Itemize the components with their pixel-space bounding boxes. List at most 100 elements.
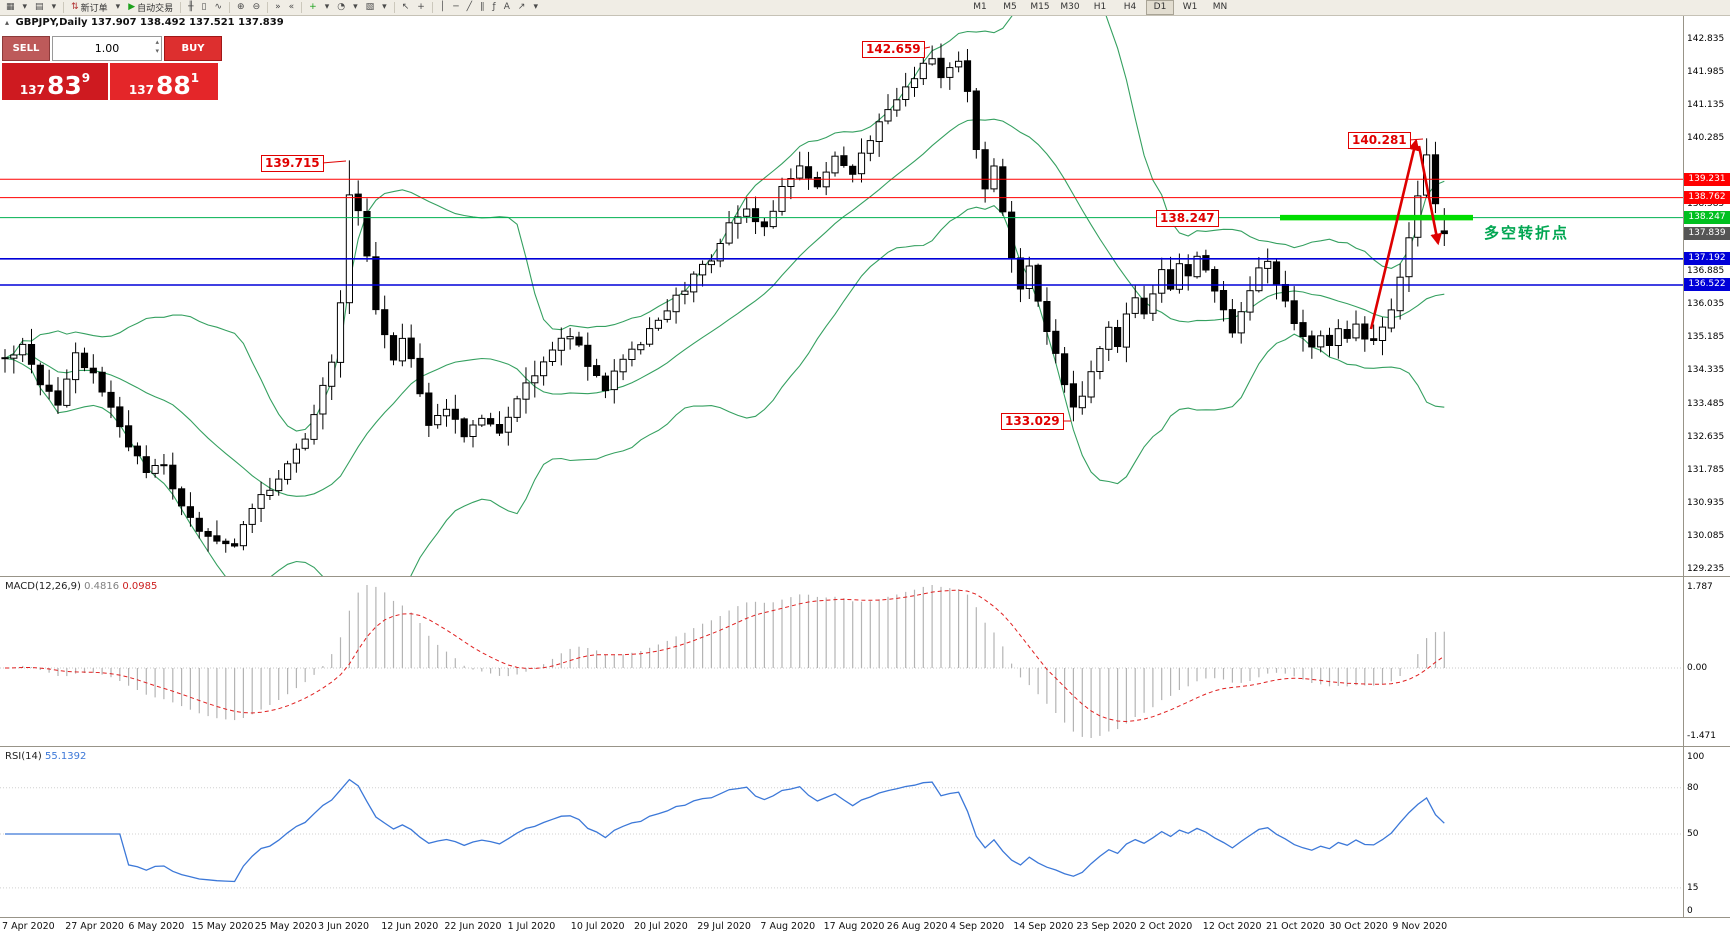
toolbar-periods-button[interactable]: ◔ bbox=[334, 1, 348, 14]
toolbar-chart-shift-button[interactable]: « bbox=[286, 1, 298, 14]
date-label-18: 2 Oct 2020 bbox=[1139, 921, 1193, 932]
toolbar-profiles-button[interactable]: ▤ bbox=[32, 1, 47, 14]
timeframe-button-m15[interactable]: M15 bbox=[1030, 2, 1050, 12]
rsi-panel-divider[interactable] bbox=[0, 746, 1730, 747]
price-axis-label-130.085: 130.085 bbox=[1687, 531, 1725, 542]
rsi-axis-label-0: 0 bbox=[1687, 906, 1693, 916]
toolbar-candlestick-chart-button[interactable]: ▯ bbox=[199, 1, 210, 14]
price-annotation-139.715[interactable]: 139.715 bbox=[261, 155, 324, 172]
fibonacci-icon: ƒ bbox=[492, 2, 496, 12]
templates-icon: ▧ bbox=[365, 2, 375, 12]
macd-indicator-label: MACD(12,26,9) 0.4816 0.0985 bbox=[5, 581, 157, 592]
price-axis-label-134.335: 134.335 bbox=[1687, 365, 1725, 376]
timeframe-button-m1[interactable]: M1 bbox=[973, 2, 987, 12]
indicators-chevron-icon: ▾ bbox=[324, 2, 330, 12]
toolbar-zoom-out-button[interactable]: ⊖ bbox=[250, 1, 264, 14]
autotrading-icon: ▶ bbox=[128, 2, 136, 12]
price-annotation-133.029[interactable]: 133.029 bbox=[1001, 413, 1064, 430]
timeframe-button-d1[interactable]: D1 bbox=[1146, 0, 1174, 15]
volume-spinner[interactable]: ▴ ▾ bbox=[155, 38, 159, 56]
bollinger-upper bbox=[4, 15, 1445, 432]
volume-down-icon[interactable]: ▾ bbox=[155, 47, 159, 55]
price-axis-label-130.935: 130.935 bbox=[1687, 498, 1725, 509]
date-label-1: 27 Apr 2020 bbox=[65, 921, 124, 932]
ask-main: 88 bbox=[155, 71, 191, 100]
toolbar-profiles-dropdown[interactable]: ▾ bbox=[49, 1, 60, 14]
volume-up-icon[interactable]: ▴ bbox=[155, 38, 159, 46]
price-tag-138.762: 138.762 bbox=[1684, 191, 1730, 205]
ask-price-box[interactable]: 137 88 1 bbox=[110, 63, 218, 100]
macd-panel-divider[interactable] bbox=[0, 576, 1730, 577]
price-axis-label-131.785: 131.785 bbox=[1687, 464, 1725, 475]
candlestick-chart-icon: ▯ bbox=[201, 2, 207, 12]
toolbar-indicators-button[interactable]: + bbox=[306, 1, 320, 14]
toolbar-auto-scroll-button[interactable]: » bbox=[272, 1, 284, 14]
rally-arrow[interactable] bbox=[1369, 138, 1420, 330]
toolbar-button-group: ▦ ▾ ▤ ▾ ⇅ 新订单 ▾ ▶ 自动交易 ╫ ▯ ∿ ⊕ ⊖ » « + ▾ ◔ ▾ ▧ ▾ ↖ + │ ─ ╱ ∥ ƒ A ↗ ▾ bbox=[0, 0, 542, 15]
one-click-collapse-icon[interactable]: ▴ bbox=[5, 18, 10, 27]
cursor-icon: ↖ bbox=[401, 2, 410, 12]
toolbar-text-button[interactable]: A bbox=[501, 1, 513, 14]
date-label-9: 10 Jul 2020 bbox=[570, 921, 625, 932]
toolbar-separator bbox=[301, 2, 303, 13]
toolbar-indicators-dropdown[interactable]: ▾ bbox=[322, 1, 333, 14]
toolbar-horizontal-line-button[interactable]: ─ bbox=[450, 1, 461, 14]
symbol-period-label: GBPJPY,Daily bbox=[15, 17, 88, 28]
toolbar-new-chart-dropdown[interactable]: ▾ bbox=[20, 1, 31, 14]
price-axis-label-141.985: 141.985 bbox=[1687, 66, 1725, 77]
date-label-20: 21 Oct 2020 bbox=[1266, 921, 1325, 932]
toolbar-separator bbox=[267, 2, 269, 13]
timeframe-button-w1[interactable]: W1 bbox=[1182, 2, 1198, 12]
toolbar-cursor-button[interactable]: ↖ bbox=[399, 1, 413, 14]
toolbar-templates-button[interactable]: ▧ bbox=[363, 1, 378, 14]
toolbar-fibonacci-button[interactable]: ƒ bbox=[490, 1, 499, 14]
rsi-indicator-label: RSI(14) 55.1392 bbox=[5, 751, 86, 762]
price-tag-139.231: 139.231 bbox=[1684, 172, 1730, 186]
toolbar-arrows-button[interactable]: ↗ bbox=[515, 1, 529, 14]
toolbar-new-order-button[interactable]: ⇅ 新订单 bbox=[68, 1, 111, 14]
sell-button[interactable]: SELL bbox=[2, 36, 50, 61]
periods-icon: ◔ bbox=[337, 2, 346, 12]
drop-arrow[interactable] bbox=[1417, 145, 1442, 246]
buy-button[interactable]: BUY bbox=[164, 36, 222, 61]
price-axis-label-136.035: 136.035 bbox=[1687, 299, 1725, 309]
date-label-10: 20 Jul 2020 bbox=[634, 921, 688, 932]
toolbar-new-order-dropdown[interactable]: ▾ bbox=[113, 1, 124, 14]
timeframe-button-m30[interactable]: M30 bbox=[1060, 2, 1080, 12]
price-annotation-140.281[interactable]: 140.281 bbox=[1348, 132, 1411, 149]
price-annotation-142.659[interactable]: 142.659 bbox=[862, 41, 925, 58]
date-label-22: 9 Nov 2020 bbox=[1392, 921, 1448, 932]
periods-chevron-icon: ▾ bbox=[353, 2, 358, 12]
bull-bear-turning-point-label[interactable]: 多空转折点 bbox=[1484, 224, 1570, 242]
bid-price-box[interactable]: 137 83 9 bbox=[2, 63, 108, 100]
toolbar-separator bbox=[393, 2, 395, 13]
trend-arrows[interactable] bbox=[1369, 138, 1442, 330]
macd-name: MACD(12,26,9) bbox=[5, 581, 81, 592]
price-annotation-138.247[interactable]: 138.247 bbox=[1156, 210, 1219, 227]
volume-field[interactable]: 1.00 ▴ ▾ bbox=[52, 36, 162, 61]
ask-prefix: 137 bbox=[128, 83, 154, 97]
timeframe-button-m5[interactable]: M5 bbox=[1003, 2, 1017, 12]
timeframe-button-h4[interactable]: H4 bbox=[1123, 2, 1137, 12]
autotrading-button-label: 自动交易 bbox=[137, 4, 174, 14]
toolbar-crosshair-button[interactable]: + bbox=[414, 1, 428, 14]
toolbar-channel-button[interactable]: ∥ bbox=[477, 1, 488, 14]
toolbar-new-chart-button[interactable]: ▦ bbox=[3, 1, 18, 14]
horizontal-level-lines[interactable] bbox=[0, 178, 1683, 286]
toolbar-zoom-in-button[interactable]: ⊕ bbox=[234, 1, 248, 14]
toolbar-line-chart-button[interactable]: ∿ bbox=[212, 1, 226, 14]
toolbar-bar-chart-button[interactable]: ╫ bbox=[185, 1, 196, 14]
toolbar-shapes-dropdown[interactable]: ▾ bbox=[530, 1, 541, 14]
toolbar-periods-dropdown[interactable]: ▾ bbox=[350, 1, 361, 14]
toolbar-autotrading-button[interactable]: ▶ 自动交易 bbox=[125, 1, 176, 14]
rsi-axis-label-50: 50 bbox=[1687, 829, 1699, 839]
toolbar-templates-dropdown[interactable]: ▾ bbox=[379, 1, 390, 14]
price-tag-137.192: 137.192 bbox=[1684, 252, 1730, 266]
price-axis-label-133.485: 133.485 bbox=[1687, 398, 1725, 409]
toolbar-vertical-line-button[interactable]: │ bbox=[437, 1, 448, 14]
timeframe-button-h1[interactable]: H1 bbox=[1093, 2, 1107, 12]
rsi-axis-label-15: 15 bbox=[1687, 882, 1699, 893]
timeframe-button-mn[interactable]: MN bbox=[1212, 2, 1228, 12]
toolbar-trendline-button[interactable]: ╱ bbox=[464, 1, 475, 14]
